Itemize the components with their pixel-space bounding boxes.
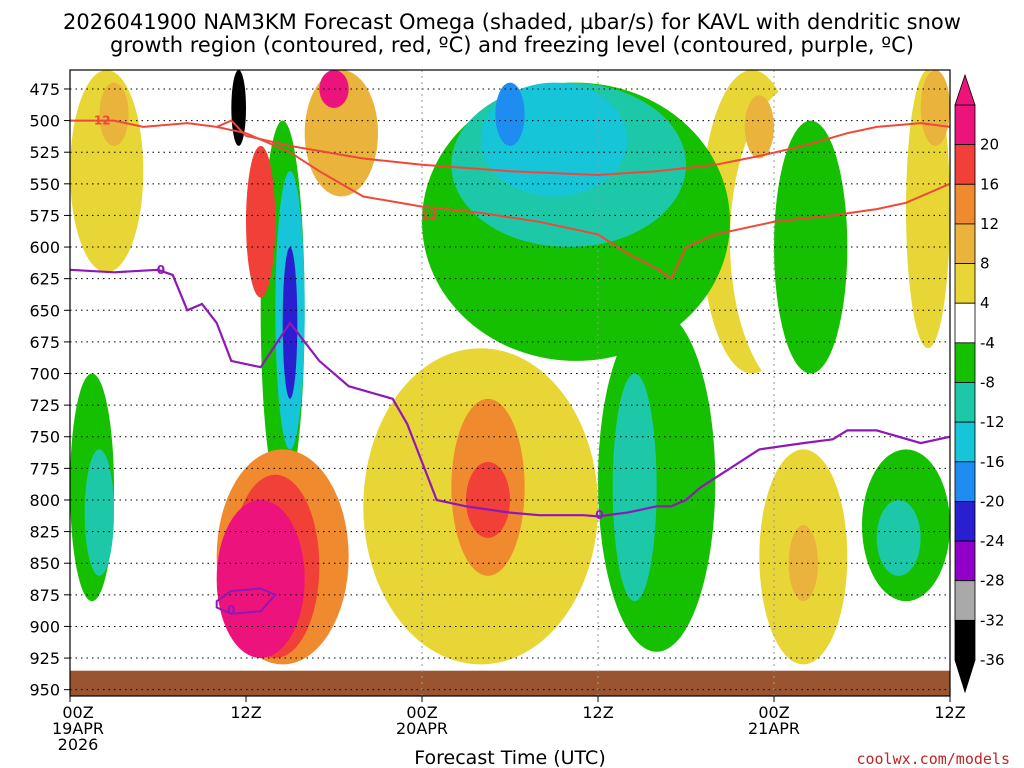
plot-frame bbox=[69, 69, 951, 697]
colorbar-label-20: 20 bbox=[980, 136, 999, 154]
ytick-label-525: 525 bbox=[29, 143, 60, 162]
omega-region-14 bbox=[744, 95, 774, 159]
colorbar-label--16: -16 bbox=[980, 453, 1005, 471]
xtick-label-48-0: 00Z bbox=[758, 703, 789, 722]
ytick-label-500: 500 bbox=[29, 112, 60, 131]
colorbar-label--20: -20 bbox=[980, 492, 1005, 510]
dgz-lower-contour bbox=[245, 132, 950, 281]
ytick-label-850: 850 bbox=[29, 554, 60, 573]
chart-title-line2: growth region (contoured, red, ºC) and f… bbox=[110, 33, 914, 57]
colorbar-label--28: -28 bbox=[980, 572, 1005, 590]
colorbar-label-12: 12 bbox=[980, 215, 999, 233]
omega-region-26 bbox=[245, 145, 276, 298]
xtick-label-36-0: 12Z bbox=[582, 703, 613, 722]
colorbar-swatch--36 bbox=[954, 619, 976, 661]
omega-region-16 bbox=[920, 70, 950, 146]
credit-text: coolwx.com/models bbox=[856, 750, 1010, 768]
colorbar-label--24: -24 bbox=[980, 532, 1005, 550]
omega-region-30 bbox=[216, 499, 305, 659]
ground-fill bbox=[70, 670, 950, 696]
contour-layer: 12 12 0 0 0 bbox=[70, 114, 950, 617]
colorbar-label--4: -4 bbox=[980, 334, 995, 352]
colorbar-top-arrow bbox=[954, 73, 976, 106]
xtick-label-12-0: 12Z bbox=[230, 703, 261, 722]
colorbar-swatch--4 bbox=[954, 302, 976, 344]
ytick-label-800: 800 bbox=[29, 491, 60, 510]
plot-grid bbox=[70, 70, 950, 696]
omega-region-23 bbox=[612, 373, 657, 602]
omega-region-11 bbox=[304, 70, 379, 197]
ytick-label-650: 650 bbox=[29, 301, 60, 320]
colorbar-swatch--28 bbox=[954, 540, 976, 582]
freezing-level-contour bbox=[70, 268, 950, 518]
colorbar-swatch-4 bbox=[954, 263, 976, 304]
chart-title-line1: 2026041900 NAM3KM Forecast Omega (shaded… bbox=[63, 10, 961, 34]
omega-region-24 bbox=[876, 499, 921, 576]
dgz-upper-contour bbox=[70, 119, 950, 177]
ytick-label-700: 700 bbox=[29, 365, 60, 384]
colorbar-swatch--24 bbox=[954, 501, 976, 542]
colorbar-label--12: -12 bbox=[980, 413, 1005, 431]
dgz-label-upper: 12 bbox=[94, 114, 111, 128]
xtick-label-0-1: 19APR bbox=[52, 719, 104, 738]
ytick-label-625: 625 bbox=[29, 270, 60, 289]
omega-shading bbox=[70, 70, 950, 665]
ytick-label-600: 600 bbox=[29, 238, 60, 257]
colorbar-bottom-arrow bbox=[954, 659, 976, 694]
colorbar-swatch--20 bbox=[954, 461, 976, 502]
omega-region-19 bbox=[84, 449, 115, 576]
colorbar-swatch--16 bbox=[954, 421, 976, 463]
ytick-label-750: 750 bbox=[29, 428, 60, 447]
colorbar-label-4: 4 bbox=[980, 294, 990, 312]
colorbar-label--32: -32 bbox=[980, 611, 1005, 629]
y-axis: 475 500 525 550 575 600 625 650 675 700 725 750 775 8… bbox=[29, 80, 70, 700]
ytick-label-675: 675 bbox=[29, 333, 60, 352]
ytick-label-550: 550 bbox=[29, 175, 60, 194]
colorbar-swatch--8 bbox=[954, 342, 976, 383]
xtick-label-48-1: 21APR bbox=[748, 719, 800, 738]
colorbar-swatch--12 bbox=[954, 382, 976, 423]
omega-region-8 bbox=[99, 82, 129, 146]
x-axis-label: Forecast Time (UTC) bbox=[414, 747, 605, 768]
ytick-label-825: 825 bbox=[29, 523, 60, 542]
ytick-label-775: 775 bbox=[29, 459, 60, 478]
freezing-label-loop: 0 bbox=[227, 603, 235, 617]
colorbar-swatch-20 bbox=[954, 104, 976, 146]
xtick-label-24-0: 00Z bbox=[406, 703, 437, 722]
ytick-label-900: 900 bbox=[29, 617, 60, 636]
ytick-label-725: 725 bbox=[29, 396, 60, 415]
colorbar-label-8: 8 bbox=[980, 255, 990, 273]
colorbar-swatch-12 bbox=[954, 183, 976, 225]
ytick-label-475: 475 bbox=[29, 80, 60, 99]
xtick-label-24-1: 20APR bbox=[396, 719, 448, 738]
xtick-label-60-0: 12Z bbox=[934, 703, 965, 722]
xtick-label-0-0: 00Z bbox=[62, 703, 93, 722]
freezing-label-left: 0 bbox=[157, 263, 165, 277]
ytick-label-950: 950 bbox=[29, 681, 60, 700]
colorbar: 20 16 12 8 4 -4 -8 -12 -16 -20 -24 -28 -32 -36 bbox=[954, 73, 1005, 694]
ground-band bbox=[70, 670, 950, 696]
dgz-label-lower: 12 bbox=[421, 208, 438, 222]
freezing-level-loop bbox=[215, 587, 277, 615]
ytick-label-875: 875 bbox=[29, 586, 60, 605]
colorbar-swatch--32 bbox=[954, 580, 976, 621]
dgz-branch-contour bbox=[216, 125, 247, 135]
omega-region-32 bbox=[495, 82, 525, 146]
colorbar-swatch-16 bbox=[954, 144, 976, 185]
ytick-label-575: 575 bbox=[29, 206, 60, 225]
xtick-label-0-2: 2026 bbox=[58, 735, 99, 754]
freezing-label-mid: 0 bbox=[595, 508, 603, 522]
colorbar-label--36: -36 bbox=[980, 651, 1005, 669]
omega-region-18 bbox=[788, 525, 818, 602]
ytick-label-925: 925 bbox=[29, 649, 60, 668]
colorbar-label-16: 16 bbox=[980, 175, 999, 193]
colorbar-swatch-8 bbox=[954, 223, 976, 264]
colorbar-label--8: -8 bbox=[980, 374, 995, 392]
